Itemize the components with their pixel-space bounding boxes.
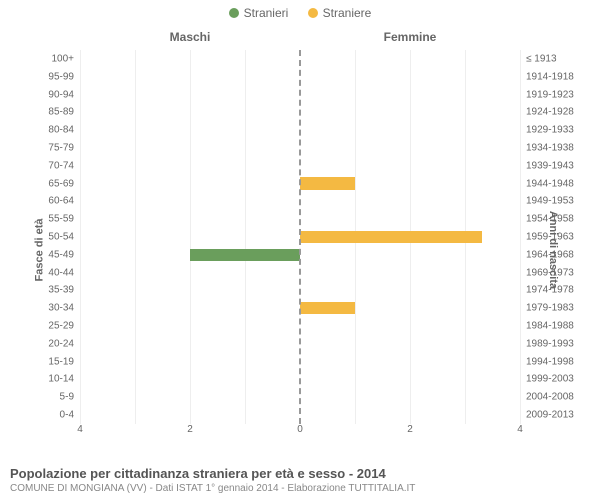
legend-swatch-male bbox=[229, 8, 239, 18]
birth-year-label: 1989-1993 bbox=[520, 338, 574, 349]
age-label: 95-99 bbox=[48, 71, 80, 82]
birth-year-label: 1924-1928 bbox=[520, 107, 574, 118]
legend: Stranieri Straniere bbox=[0, 6, 600, 21]
birth-year-label: 1914-1918 bbox=[520, 71, 574, 82]
age-label: 100+ bbox=[51, 53, 80, 64]
bar-male bbox=[190, 249, 300, 261]
center-divider bbox=[299, 50, 301, 424]
age-label: 85-89 bbox=[48, 107, 80, 118]
birth-year-label: 2009-2013 bbox=[520, 410, 574, 421]
birth-year-label: 1949-1953 bbox=[520, 196, 574, 207]
birth-year-label: 1999-2003 bbox=[520, 374, 574, 385]
birth-year-label: 1979-1983 bbox=[520, 303, 574, 314]
age-label: 5-9 bbox=[60, 392, 80, 403]
age-label: 40-44 bbox=[48, 267, 80, 278]
legend-label-female: Straniere bbox=[323, 6, 372, 20]
x-tick-label: 2 bbox=[187, 424, 193, 435]
birth-year-label: 1939-1943 bbox=[520, 160, 574, 171]
birth-year-label: 1954-1958 bbox=[520, 214, 574, 225]
x-tick-label: 4 bbox=[517, 424, 523, 435]
legend-item-female: Straniere bbox=[308, 6, 372, 20]
bar-female bbox=[300, 231, 482, 243]
age-label: 90-94 bbox=[48, 89, 80, 100]
birth-year-label: 1974-1978 bbox=[520, 285, 574, 296]
birth-year-label: 1944-1948 bbox=[520, 178, 574, 189]
birth-year-label: 1969-1973 bbox=[520, 267, 574, 278]
chart-footer: Popolazione per cittadinanza straniera p… bbox=[10, 466, 590, 494]
bar-female bbox=[300, 302, 355, 314]
chart-area: 100+≤ 191395-991914-191890-941919-192385… bbox=[80, 50, 520, 424]
age-label: 70-74 bbox=[48, 160, 80, 171]
bar-female bbox=[300, 177, 355, 189]
birth-year-label: 2004-2008 bbox=[520, 392, 574, 403]
age-label: 80-84 bbox=[48, 125, 80, 136]
birth-year-label: 1929-1933 bbox=[520, 125, 574, 136]
age-label: 25-29 bbox=[48, 321, 80, 332]
age-label: 75-79 bbox=[48, 142, 80, 153]
age-label: 0-4 bbox=[60, 410, 80, 421]
age-label: 15-19 bbox=[48, 356, 80, 367]
y-axis-title-left: Fasce di età bbox=[33, 219, 45, 282]
column-headers: Maschi Femmine bbox=[80, 30, 520, 46]
age-label: 55-59 bbox=[48, 214, 80, 225]
birth-year-label: 1984-1988 bbox=[520, 321, 574, 332]
x-tick-label: 0 bbox=[297, 424, 303, 435]
x-axis: 4 2 0 2 4 bbox=[80, 424, 520, 440]
age-label: 10-14 bbox=[48, 374, 80, 385]
age-label: 50-54 bbox=[48, 231, 80, 242]
birth-year-label: 1919-1923 bbox=[520, 89, 574, 100]
birth-year-label: 1964-1968 bbox=[520, 249, 574, 260]
age-label: 35-39 bbox=[48, 285, 80, 296]
x-tick-label: 2 bbox=[407, 424, 413, 435]
chart-title: Popolazione per cittadinanza straniera p… bbox=[10, 466, 590, 481]
birth-year-label: 1934-1938 bbox=[520, 142, 574, 153]
age-label: 60-64 bbox=[48, 196, 80, 207]
birth-year-label: 1959-1963 bbox=[520, 231, 574, 242]
age-label: 20-24 bbox=[48, 338, 80, 349]
legend-item-male: Stranieri bbox=[229, 6, 289, 20]
chart-subtitle: COMUNE DI MONGIANA (VV) - Dati ISTAT 1° … bbox=[10, 483, 590, 494]
plot: 100+≤ 191395-991914-191890-941919-192385… bbox=[80, 50, 520, 424]
legend-swatch-female bbox=[308, 8, 318, 18]
header-female: Femmine bbox=[384, 30, 437, 44]
age-label: 45-49 bbox=[48, 249, 80, 260]
age-label: 65-69 bbox=[48, 178, 80, 189]
legend-label-male: Stranieri bbox=[244, 6, 289, 20]
birth-year-label: 1994-1998 bbox=[520, 356, 574, 367]
age-label: 30-34 bbox=[48, 303, 80, 314]
x-tick-label: 4 bbox=[77, 424, 83, 435]
birth-year-label: ≤ 1913 bbox=[520, 53, 557, 64]
header-male: Maschi bbox=[170, 30, 211, 44]
